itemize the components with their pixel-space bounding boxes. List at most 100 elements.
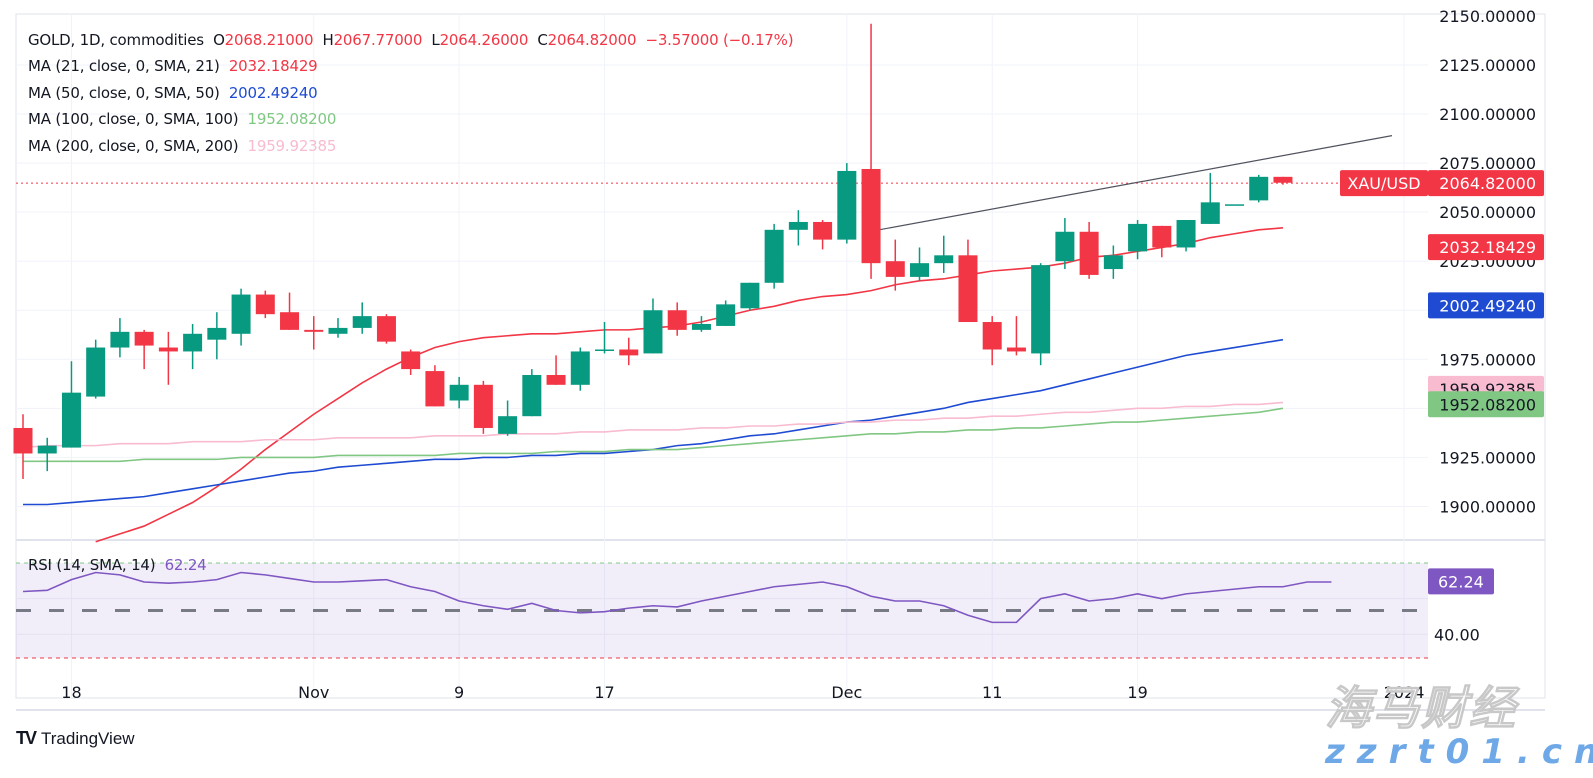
candle	[158, 331, 178, 385]
watermark-url: zzrt01.cn	[1325, 732, 1593, 772]
candle-body	[86, 347, 106, 397]
candle	[37, 437, 57, 472]
candle-body	[13, 427, 33, 454]
candle-body	[473, 384, 493, 428]
candle	[861, 23, 881, 279]
ma21-legend[interactable]: MA (21, close, 0, SMA, 21) 2032.18429	[28, 57, 318, 75]
candle-body	[1103, 255, 1123, 270]
candle-body	[667, 310, 687, 330]
watermark-text: 海马财经	[1325, 681, 1517, 736]
candle-body	[401, 351, 421, 370]
candle	[813, 219, 833, 250]
candle-body	[691, 323, 711, 330]
rsi-legend[interactable]: RSI (14, SMA, 14) 62.24	[28, 556, 207, 574]
candle-body	[1273, 176, 1293, 183]
candle	[885, 239, 905, 291]
tradingview-logo[interactable]: TV TradingView	[16, 728, 135, 749]
candle-body	[61, 392, 81, 448]
rsi-value: 62.24	[164, 556, 207, 574]
candle-body	[643, 310, 663, 354]
candle	[1249, 174, 1269, 203]
candle	[934, 235, 954, 273]
ma21-value: 2032.18429	[228, 57, 318, 75]
candle-body	[546, 374, 566, 385]
ma-line-ma200	[22, 401, 1284, 449]
ma50-label: MA (50, close, 0, SMA, 50)	[28, 84, 220, 102]
candle	[280, 292, 300, 330]
open-value: 2068.21000	[224, 31, 314, 49]
moving-averages	[16, 182, 1428, 543]
candle-body	[1200, 202, 1220, 224]
candle-body	[1152, 225, 1172, 248]
candle-body	[231, 294, 251, 334]
candle-body	[110, 331, 130, 348]
candle	[86, 339, 106, 399]
time-axis: 18 Nov 9 17 Dec 11 19 2024	[61, 683, 1424, 702]
candle-body	[522, 374, 542, 417]
low-value: 2064.26000	[439, 31, 529, 49]
candle-body	[304, 329, 324, 332]
candle-body	[1249, 176, 1269, 201]
candle-body	[595, 349, 615, 351]
ma100-legend[interactable]: MA (100, close, 0, SMA, 100) 1952.08200	[28, 110, 336, 128]
close-value: 2064.82000	[547, 31, 637, 49]
candle	[401, 349, 421, 375]
ma-line-ma21	[95, 227, 1284, 543]
candle	[1006, 316, 1026, 356]
candle	[1055, 218, 1075, 270]
candle	[1031, 263, 1051, 366]
ma50-legend[interactable]: MA (50, close, 0, SMA, 50) 2002.49240	[28, 84, 318, 102]
candle	[498, 400, 518, 436]
watermark: 海马财经 zzrt01.cn	[1325, 672, 1593, 778]
candle-body	[788, 221, 808, 230]
rsi-badge: 62.24	[1438, 572, 1484, 591]
ma200-value: 1959.92385	[247, 137, 337, 155]
candle	[183, 323, 203, 370]
candle-body	[740, 282, 760, 309]
candle-body	[425, 371, 445, 407]
candle-body	[158, 347, 178, 352]
ma50-price-badge: 2002.49240	[1439, 296, 1536, 315]
candle-body	[1055, 231, 1075, 262]
candle	[255, 290, 275, 319]
ma50-price-badge-bg	[1428, 292, 1544, 319]
candle-body	[910, 263, 930, 277]
ma100-label: MA (100, close, 0, SMA, 100)	[28, 110, 239, 128]
price-axis: 2150.00000 2125.00000 2100.00000 2075.00000…	[1340, 7, 1544, 644]
candle	[1200, 172, 1220, 224]
time-tick-label: Dec	[831, 683, 862, 702]
candle	[716, 300, 736, 326]
change-value: −3.57000 (−0.17%)	[645, 31, 794, 49]
last-price-badge-bg	[1428, 170, 1544, 197]
candle-body	[1128, 223, 1148, 252]
candle-body	[570, 351, 590, 385]
ma21-label: MA (21, close, 0, SMA, 21)	[28, 57, 220, 75]
candle-body	[328, 327, 348, 334]
tradingview-label: TradingView	[41, 728, 135, 748]
ma200-legend[interactable]: MA (200, close, 0, SMA, 200) 1959.92385	[28, 137, 336, 155]
candle	[425, 365, 445, 407]
candle	[13, 414, 33, 479]
candle	[110, 318, 130, 358]
candle	[328, 318, 348, 338]
candle-body	[376, 316, 396, 342]
price-tick-label: 2100.00000	[1439, 105, 1536, 124]
candle-body	[1176, 219, 1196, 248]
candle	[1176, 219, 1196, 252]
candle-body	[958, 255, 978, 323]
candle	[134, 329, 154, 370]
candles	[13, 23, 1293, 479]
candle-body	[861, 168, 881, 264]
symbol-tag-bg	[1340, 170, 1428, 197]
price-tick-label: 2125.00000	[1439, 56, 1536, 75]
candle-body	[619, 349, 639, 356]
ma100-price-badge: 1952.08200	[1439, 395, 1536, 414]
ma21-price-badge: 2032.18429	[1439, 238, 1536, 257]
ma100-price-badge-bg	[1428, 391, 1544, 418]
candle	[1273, 176, 1293, 185]
time-tick-label: Nov	[298, 683, 329, 702]
candle-body	[1031, 265, 1051, 354]
grid	[15, 13, 1546, 711]
time-tick-label: 2024	[1384, 683, 1425, 702]
